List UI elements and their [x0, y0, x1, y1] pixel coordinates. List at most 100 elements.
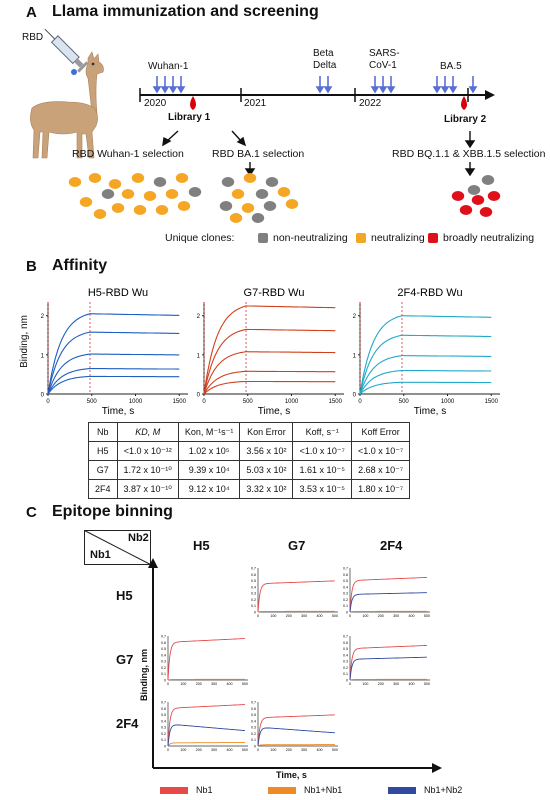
tick-label: 300: [211, 748, 217, 752]
clone-dot: [88, 173, 102, 183]
binning-trace: [349, 656, 427, 681]
tick-label: 0.2: [251, 732, 256, 736]
tick-label: 0.1: [343, 672, 348, 676]
tick-label: 0: [46, 399, 50, 405]
legend-nb1nb2: Nb1+Nb2: [424, 785, 463, 795]
sensorgram-trace: [203, 370, 336, 395]
tick-label: 100: [270, 748, 276, 752]
table-cell: 1.02 x 10⁵: [177, 441, 241, 461]
tick-label: 0.7: [343, 635, 348, 639]
tick-label: 0.6: [161, 641, 166, 645]
sensorgram-trace: [203, 305, 336, 395]
tick-label: 100: [270, 614, 276, 618]
legend-nb1: Nb1: [196, 785, 213, 795]
tick-label: 0.5: [343, 579, 348, 583]
tick-label: 0.3: [343, 592, 348, 596]
immunization-cov1: CoV-1: [369, 60, 397, 71]
clone-dot: [111, 203, 125, 213]
tick-label: 0: [349, 614, 351, 618]
clone-dot: [108, 179, 122, 189]
tick-label: 0: [254, 745, 256, 749]
clone-dot: [251, 213, 265, 223]
tick-label: 400: [317, 614, 323, 618]
tick-label: 200: [378, 614, 384, 618]
sensorgram-trace: [47, 368, 180, 395]
tick-label: 200: [196, 748, 202, 752]
clone-dot: [175, 173, 189, 183]
tick-label: 0.7: [251, 567, 256, 571]
clone-dot: [68, 177, 82, 187]
tick-label: 0: [254, 611, 256, 615]
legend-nb1-swatch: [160, 787, 188, 794]
column-2f4: 2F4: [380, 538, 403, 553]
sensorgram-1: H5-RBD Wu 0 1 2 0 500 1000 1500 Time, s: [41, 287, 188, 417]
tick-label: 100: [362, 682, 368, 686]
neutralizing-label: neutralizing: [371, 232, 425, 244]
clone-dot: [277, 187, 291, 197]
tick-label: 0.6: [251, 573, 256, 577]
immunization-wuhan: Wuhan-1: [148, 61, 189, 72]
clone-dot: [263, 201, 277, 211]
clone-dot: [481, 175, 495, 185]
table-cell: 9.39 x 10⁴: [177, 460, 241, 480]
tick-label: 0: [41, 393, 45, 399]
tick-label: 200: [196, 682, 202, 686]
immunization-ba5: BA.5: [440, 61, 462, 72]
tick-label: 200: [378, 682, 384, 686]
binning-trace: [349, 644, 427, 681]
panel-b-letter: B: [26, 258, 37, 275]
binning-trace: [349, 576, 427, 613]
clone-dot: [79, 197, 93, 207]
table-header-row: Nb KD, M Kon, M⁻¹s⁻¹ Kon Error Koff, s⁻¹…: [88, 422, 411, 442]
tick-label: 300: [393, 614, 399, 618]
tick-label: 0.2: [161, 732, 166, 736]
tick-label: 0: [349, 682, 351, 686]
selection-wuhan: RBD Wuhan-1 selection: [72, 148, 184, 160]
panel-a-letter: A: [26, 4, 37, 21]
immunization-delta: Delta: [313, 60, 337, 71]
binning-trace: [167, 704, 245, 747]
table-cell: 1.72 x 10⁻¹⁰: [116, 460, 179, 480]
table-cell: 3.56 x 10²: [239, 441, 294, 461]
legend-nb1nb1: Nb1+Nb1: [304, 785, 343, 795]
sensorgram-title: G7-RBD Wu: [244, 287, 305, 299]
tick-label: 0: [167, 682, 169, 686]
tick-label: 1: [41, 353, 45, 359]
column-g7: G7: [288, 538, 306, 553]
tick-label: 0.5: [251, 713, 256, 717]
header-koff: Koff, s⁻¹: [292, 422, 352, 442]
syringe-icon: [44, 28, 89, 75]
table-row: G7 1.72 x 10⁻¹⁰ 9.39 x 10⁴ 5.03 x 10² 1.…: [88, 460, 411, 480]
clone-dot: [229, 213, 243, 223]
binning-trace: [167, 742, 245, 747]
tick-label: 0.7: [343, 567, 348, 571]
tick-label: 100: [180, 682, 186, 686]
tick-label: 0.7: [161, 701, 166, 705]
sensorgram-trace: [47, 331, 180, 395]
binning-cell-4: 00.10.20.30.40.50.60.70 100 200 300 400 500: [343, 635, 430, 686]
tick-label: 500: [87, 399, 98, 405]
selection-arrows: [162, 130, 476, 149]
corner-nb1: Nb1: [90, 549, 111, 561]
matrix-axes: [148, 558, 442, 773]
tick-label: 100: [180, 748, 186, 752]
binning-trace: [167, 678, 245, 681]
table-row: H5 <1.0 x 10⁻¹² 1.02 x 10⁵ 3.56 x 10² <1…: [88, 441, 411, 461]
tick-label: 100: [362, 614, 368, 618]
binning-trace: [349, 592, 427, 613]
binning-xlabel: Time, s: [276, 770, 307, 780]
llama-icon: [30, 51, 104, 159]
binning-trace: [257, 714, 335, 747]
clone-dot: [219, 201, 233, 211]
tick-label: 0: [197, 393, 201, 399]
clone-dot: [188, 187, 202, 197]
table-row: 2F4 3.87 x 10⁻¹⁰ 9.12 x 10⁴ 3.32 x 10² 3…: [88, 479, 411, 499]
year-2020: 2020: [144, 98, 167, 109]
clone-dot: [285, 199, 299, 209]
tick-label: 0.4: [161, 719, 166, 723]
clone-dot: [265, 177, 279, 187]
selection-down-arrows: [244, 162, 476, 177]
corner-nb2: Nb2: [128, 532, 149, 544]
clone-dot: [255, 189, 269, 199]
year-2021: 2021: [244, 98, 267, 109]
